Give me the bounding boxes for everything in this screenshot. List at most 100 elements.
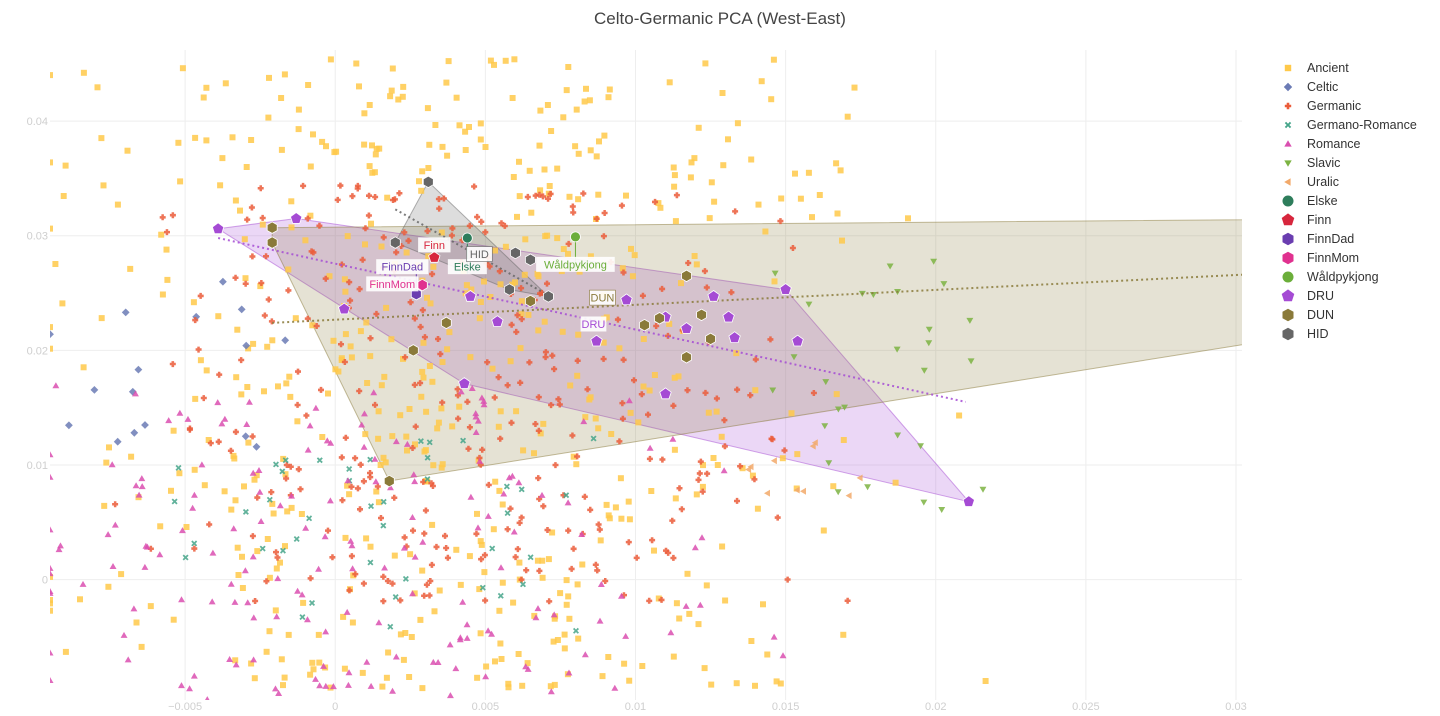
sample-ancient: [617, 475, 624, 482]
sample-germanic: [397, 597, 404, 604]
sample-ancient: [417, 616, 424, 623]
legend-item-uralic[interactable]: Uralic: [1278, 172, 1417, 191]
sample-germanic: [620, 356, 627, 363]
sample-ancient: [497, 281, 504, 288]
sample-germanic: [232, 428, 239, 435]
sample-ancient: [640, 383, 647, 390]
sample-ancient: [439, 359, 446, 365]
sample-celtic: [241, 432, 250, 441]
sample-ancient: [497, 408, 504, 415]
sample-germanic: [658, 596, 665, 603]
sample-ancient: [456, 122, 463, 129]
point-dun: [383, 474, 395, 488]
legend-item-elske[interactable]: Elske: [1278, 191, 1417, 210]
sample-germanic: [437, 351, 444, 358]
legend-marker: [1282, 251, 1294, 264]
sample-ancient: [251, 675, 258, 682]
sample-romance: [108, 461, 116, 468]
sample-ancient: [708, 681, 715, 688]
sample-ancient: [348, 354, 355, 361]
legend-label: Wåldpykjong: [1307, 269, 1379, 284]
sample-germanic: [649, 537, 656, 544]
legend-item-dru[interactable]: DRU: [1278, 286, 1417, 305]
sample-germanic: [545, 195, 551, 202]
sample-romance: [55, 546, 63, 553]
sample-germano-romance: [171, 498, 178, 505]
sample-germanic: [252, 598, 259, 604]
legend-item-slavic[interactable]: Slavic: [1278, 153, 1417, 172]
sample-ancient: [621, 660, 628, 667]
sample-romance: [447, 692, 454, 699]
legend-item-germano-romance[interactable]: Germano-Romance: [1278, 115, 1417, 134]
sample-ancient: [170, 427, 177, 434]
sample-slavic: [834, 406, 842, 413]
sample-ancient: [439, 143, 446, 150]
sample-germanic: [555, 396, 562, 403]
sample-ancient: [605, 512, 612, 519]
sample-ancient: [474, 674, 481, 681]
sample-romance: [232, 661, 240, 668]
sample-germanic: [341, 359, 348, 365]
sample-germanic: [482, 597, 489, 604]
sample-romance: [178, 596, 185, 603]
sample-ancient: [361, 141, 368, 148]
sample-ancient: [243, 164, 250, 170]
sample-ancient: [851, 84, 858, 91]
point-dun: [696, 308, 707, 322]
sample-ancient: [158, 231, 165, 238]
sample-germanic: [512, 554, 519, 561]
sample-slavic: [893, 346, 901, 353]
sample-germanic: [367, 335, 374, 342]
sample-ancient: [147, 603, 154, 610]
sample-ancient: [419, 168, 426, 175]
legend-item-finnmom[interactable]: FinnMom: [1278, 248, 1417, 267]
sample-ancient: [359, 669, 366, 676]
sample-ancient: [443, 79, 450, 86]
sample-ancient: [175, 139, 182, 146]
sample-ancient: [695, 124, 702, 131]
sample-uralic: [747, 463, 754, 471]
legend-item-wåldpykjong[interactable]: Wåldpykjong: [1278, 267, 1417, 286]
legend-item-romance[interactable]: Romance: [1278, 134, 1417, 153]
sample-germanic: [449, 225, 456, 232]
sample-ancient: [771, 278, 778, 285]
legend-item-hid[interactable]: HID: [1278, 324, 1417, 343]
legend-marker: [1284, 177, 1291, 186]
sample-ancient: [233, 374, 240, 381]
legend-item-ancient[interactable]: Ancient: [1278, 58, 1417, 77]
sample-romance: [50, 526, 54, 533]
sample-romance: [459, 598, 467, 605]
legend-item-germanic[interactable]: Germanic: [1278, 96, 1417, 115]
sample-germanic: [479, 446, 486, 453]
sample-germanic: [316, 222, 323, 229]
point-dun: [705, 332, 716, 346]
sample-germanic: [200, 395, 207, 402]
sample-ancient: [385, 649, 392, 656]
sample-romance: [371, 455, 379, 462]
sample-ancient: [635, 419, 642, 426]
sample-ancient: [693, 261, 700, 268]
sample-germano-romance: [380, 522, 387, 529]
sample-germanic: [678, 506, 685, 513]
sample-ancient: [197, 357, 204, 364]
sample-germanic: [254, 494, 261, 501]
legend-label: Celtic: [1307, 79, 1339, 94]
sample-romance: [581, 651, 589, 658]
legend-item-finn[interactable]: Finn: [1278, 210, 1417, 229]
legend-item-dun[interactable]: DUN: [1278, 305, 1417, 324]
sample-ancient: [436, 587, 443, 594]
sample-germanic: [401, 534, 408, 541]
sample-germanic: [287, 463, 294, 470]
sample-germanic: [777, 218, 784, 225]
sample-ancient: [179, 65, 186, 72]
legend-item-celtic[interactable]: Celtic: [1278, 77, 1417, 96]
sample-ancient: [341, 276, 348, 283]
sample-ancient: [319, 434, 326, 440]
sample-ancient: [315, 631, 322, 638]
sample-germanic: [352, 455, 359, 462]
legend-item-finndad[interactable]: FinnDad: [1278, 229, 1417, 248]
sample-ancient: [228, 506, 235, 513]
sample-ancient: [579, 561, 586, 568]
sample-germanic: [322, 275, 329, 282]
